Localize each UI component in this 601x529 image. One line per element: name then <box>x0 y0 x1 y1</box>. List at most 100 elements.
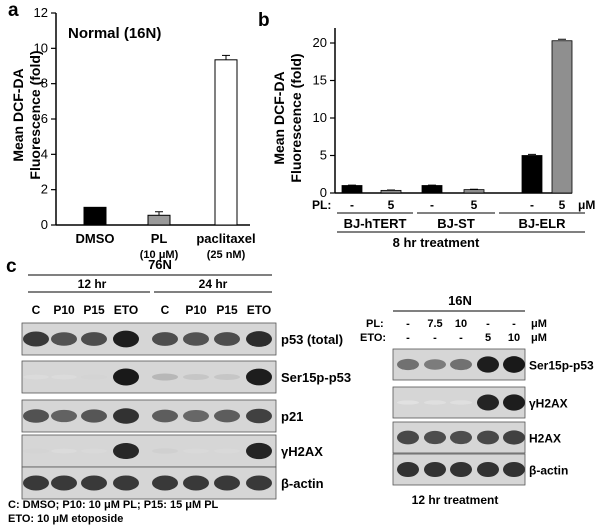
bar <box>214 59 238 226</box>
blot-strip <box>21 434 277 468</box>
eto-dose-label: - <box>406 332 410 344</box>
blot-band <box>51 332 77 346</box>
blot-band <box>113 368 139 386</box>
blot-band <box>113 442 139 460</box>
blot-band <box>214 475 240 491</box>
blot-strip <box>21 360 277 394</box>
blot-band <box>23 374 49 380</box>
panel-b-ylabel-line2: Fluorescence (fold) <box>288 53 304 182</box>
blot-band <box>81 475 107 491</box>
pl-dose-label: - <box>512 318 516 330</box>
lane-label: C <box>32 303 41 317</box>
y-tick-label: 10 <box>313 110 327 125</box>
eto-dose-label: - <box>459 332 463 344</box>
eto-dose-label: 10 <box>508 332 520 344</box>
blot-band <box>214 373 240 381</box>
panel-c: c 76N 12 hr 24 hr C P10 P15 ETO C P10 P15 ETO p… <box>6 256 594 525</box>
pl-dose-label: 10 <box>455 318 467 330</box>
blot-band <box>477 430 499 445</box>
x-category-label: paclitaxel <box>196 231 255 246</box>
y-tick-label: 2 <box>41 182 48 197</box>
blot-band <box>450 461 472 478</box>
blot-band <box>23 409 49 423</box>
blot-band <box>477 356 499 373</box>
blot-band <box>51 409 77 423</box>
panel-c-legend-line1: C: DMSO; P10: 10 μM PL; P15: 15 μM PL <box>8 499 219 511</box>
bar <box>421 185 443 194</box>
blot-band <box>183 409 209 423</box>
lane-label: ETO <box>114 303 138 317</box>
blot-row-label: γH2AX <box>281 444 323 459</box>
pl-dose-label: - <box>406 318 410 330</box>
blot-band <box>503 461 525 478</box>
panel-c-left-cell-line: 76N <box>148 257 172 272</box>
blot-band <box>450 430 472 445</box>
panel-c-left-time2: 24 hr <box>199 277 228 291</box>
blot-band <box>152 373 178 381</box>
bar <box>463 189 485 194</box>
y-tick-label: 8 <box>41 76 48 91</box>
blot-band <box>113 475 139 491</box>
blot-row-label: Ser15p-p53 <box>529 359 594 373</box>
panel-a: a Mean DCF-DA Fluorescence (fold) Normal… <box>8 0 256 261</box>
panel-c-left-time1: 12 hr <box>78 277 107 291</box>
bar <box>341 185 363 194</box>
pl-dose-label: - <box>486 318 490 330</box>
blot-strip <box>392 348 526 381</box>
blot-band <box>503 430 525 445</box>
x-category-sublabel: (10 μM) <box>140 249 179 261</box>
panel-b-pl-unit: μM <box>578 198 595 212</box>
blot-band <box>397 461 419 478</box>
pl-dose-label: - <box>530 198 534 212</box>
panel-c-letter: c <box>6 256 17 277</box>
blot-strip <box>21 399 277 433</box>
lane-label: P10 <box>185 303 207 317</box>
x-category-label: PL <box>151 231 168 246</box>
blot-band <box>23 331 49 347</box>
blot-band <box>477 394 499 411</box>
panel-a-ylabel-line2: Fluorescence (fold) <box>27 50 43 179</box>
pl-dose-label: 7.5 <box>427 318 442 330</box>
lane-label: P10 <box>53 303 75 317</box>
blot-row-label: γH2AX <box>529 397 568 411</box>
blot-band <box>397 358 419 371</box>
panel-c-right-footer: 12 hr treatment <box>412 493 499 507</box>
panel-b-ylabel-line1: Mean DCF-DA <box>271 71 287 164</box>
blot-band <box>397 400 419 405</box>
blot-band <box>81 332 107 346</box>
blot-band <box>183 475 209 491</box>
blot-band <box>246 442 272 460</box>
panel-c-right-treatments: - 7.5 10 - - - - - 5 10 <box>406 318 520 344</box>
blot-band <box>450 358 472 371</box>
blot-band <box>152 475 178 491</box>
blot-row-label: H2AX <box>529 432 561 446</box>
blot-band <box>81 448 107 454</box>
blot-band <box>23 475 49 491</box>
blot-band <box>450 400 472 405</box>
group-label: BJ-ELR <box>519 216 567 231</box>
blot-strip <box>392 386 526 419</box>
blot-band <box>214 332 240 346</box>
panel-c-right-unit-eto: μM <box>531 332 547 344</box>
lane-label: C <box>161 303 170 317</box>
lane-label: ETO <box>247 303 271 317</box>
pl-dose-label: 5 <box>471 198 478 212</box>
y-tick-label: 12 <box>34 5 48 20</box>
y-tick-label: 4 <box>41 146 48 161</box>
blot-band <box>424 359 446 370</box>
pl-dose-label: - <box>430 198 434 212</box>
panel-b-pl-label: PL: <box>312 198 331 212</box>
panel-b: b Mean DCF-DA Fluorescence (fold) 0 5 10 15… <box>258 10 595 250</box>
panel-b-bars <box>341 38 573 194</box>
lane-label: P15 <box>83 303 105 317</box>
panel-c-right-cell-line: 16N <box>448 293 472 308</box>
panel-c-right-blots <box>392 348 526 486</box>
blot-band <box>214 448 240 454</box>
panel-c-right-unit-pl: μM <box>531 318 547 330</box>
y-tick-label: 15 <box>313 73 327 88</box>
blot-row-label: Ser15p-p53 <box>281 370 351 385</box>
panel-b-pl-values: - 5 - 5 - 5 <box>350 198 566 212</box>
panel-c-left-lane-labels: C P10 P15 ETO C P10 P15 ETO <box>32 303 272 317</box>
blot-band <box>246 368 272 386</box>
blot-band <box>23 448 49 454</box>
